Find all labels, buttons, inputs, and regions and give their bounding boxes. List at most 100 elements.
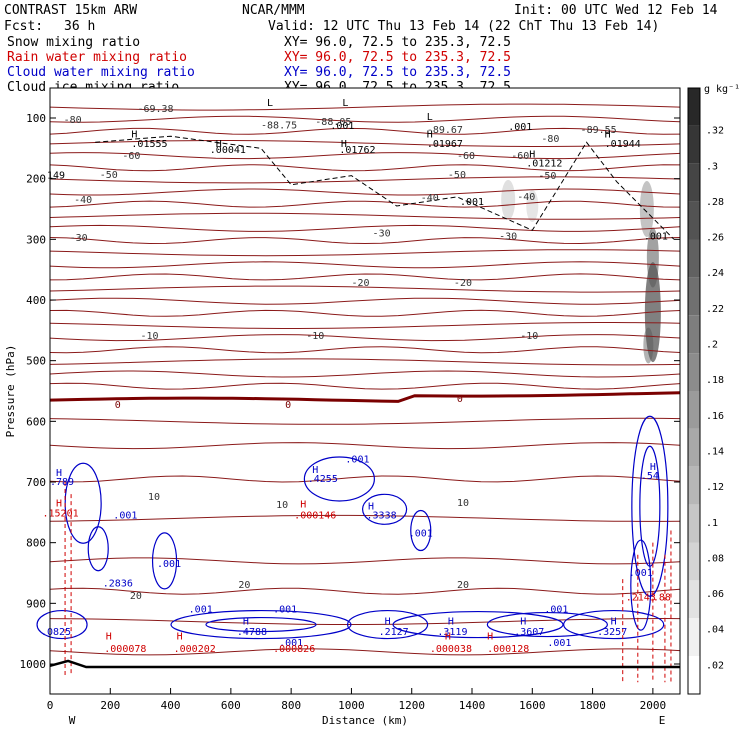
- isotherm-line: [49, 249, 681, 257]
- contour-annotation: H: [605, 129, 611, 140]
- contour-annotation: .000146: [294, 510, 336, 521]
- isotherm-label: -30: [499, 231, 517, 242]
- isotherm-label: 10: [276, 500, 288, 511]
- contour-annotation: .4788: [237, 627, 267, 638]
- contour-annotation: H: [312, 465, 318, 476]
- contour-annotation: .01212: [526, 159, 562, 170]
- isotherm-label: 20: [457, 580, 469, 591]
- isotherm-label: -50: [448, 170, 466, 181]
- colorbar-unit: g kg⁻¹: [704, 84, 740, 95]
- plot-background: [50, 88, 680, 694]
- isotherm-label: -80: [541, 134, 559, 145]
- isotherm-line: [49, 188, 681, 196]
- contour-annotation: .001: [157, 559, 181, 570]
- isotherm-line: [49, 417, 681, 425]
- y-tick-label: 200: [26, 173, 46, 186]
- freezing-level-line: [49, 391, 681, 403]
- plot-frame: [49, 87, 681, 695]
- snow-shading: [643, 327, 654, 364]
- isotherm-line: [49, 200, 681, 208]
- colorbar-cell: [688, 315, 700, 354]
- x-tick-label: 1400: [459, 699, 486, 712]
- isotherm-line: [49, 587, 681, 595]
- x-axis-title: Distance (km): [322, 714, 408, 727]
- field-xy: XY= 96.0, 72.5 to 235.3, 72.5: [284, 35, 511, 50]
- x-tick-label: 0: [47, 699, 54, 712]
- contour-annotation: H: [56, 498, 62, 509]
- y-tick-label: 1000: [20, 658, 47, 671]
- isotherm-line: [49, 322, 681, 329]
- isotherm-line: [49, 370, 681, 378]
- isotherm-line: [49, 140, 681, 147]
- contour-annotation: .000128: [487, 644, 529, 655]
- isotherm-label: -40: [421, 193, 439, 204]
- isotherm-line: [49, 309, 681, 317]
- cloud-water-contour: [87, 526, 109, 572]
- isotherm-label: -69.38: [137, 104, 173, 115]
- isotherm-line: [49, 152, 681, 160]
- model-title: CONTRAST 15km ARW: [4, 3, 137, 18]
- contour-annotation: .789: [50, 477, 74, 488]
- colorbar-cell: [688, 428, 700, 467]
- contour-annotation: H: [427, 129, 433, 140]
- colorbar-tick-label: .14: [706, 446, 724, 457]
- contour-annotation: .00041: [210, 145, 246, 156]
- contour-annotation: H: [131, 129, 137, 140]
- contour-annotation: .01944: [605, 139, 641, 150]
- x-tick-label: 200: [100, 699, 120, 712]
- cloud-water-contour: [151, 532, 178, 590]
- y-tick-label: 700: [26, 476, 46, 489]
- contour-annotation: H: [520, 617, 526, 628]
- contour-annotation: .001: [279, 638, 303, 649]
- colorbar-cell: [688, 542, 700, 581]
- field-xy: XY= 96.0, 72.5 to 235.3, 72.5: [284, 65, 511, 80]
- plot-area: -80-69.38-88.75 -88.05-89.67 -89.55-80-60-…: [4, 87, 681, 727]
- isotherm-label: -88.75: [261, 120, 297, 131]
- isotherm-label: -88.05: [315, 117, 351, 128]
- isotherm-label: 0: [115, 400, 121, 411]
- contour-annotation: .0825: [41, 627, 71, 638]
- contour-annotation: .001: [547, 638, 571, 649]
- x-tick-label: 400: [161, 699, 181, 712]
- isotherm-label: 0: [285, 400, 291, 411]
- isotherm-line: [49, 648, 681, 656]
- colorbar-tick-label: .26: [706, 233, 724, 244]
- isotherm-line: [49, 346, 681, 354]
- field-name: Cloud water mixing ratio: [7, 65, 195, 80]
- contour-annotation: H: [216, 139, 222, 150]
- colorbar-tick-label: .3: [706, 161, 718, 172]
- contour-annotation: .01762: [339, 145, 375, 156]
- colorbar-cell: [688, 163, 700, 202]
- contour-annotation: .2143: [626, 592, 656, 603]
- east-label: E: [659, 714, 666, 727]
- colorbar-cell: [688, 125, 700, 164]
- isotherm-label: -20: [351, 278, 369, 289]
- y-tick-label: 900: [26, 597, 46, 610]
- isotherm-line: [49, 358, 681, 366]
- colorbar-tick-label: .12: [706, 482, 724, 493]
- y-tick-label: 500: [26, 355, 46, 368]
- isotherm-line: [49, 212, 681, 220]
- contour-annotation: .001: [544, 604, 568, 615]
- y-tick-label: 300: [26, 233, 46, 246]
- colorbar-cell: [688, 580, 700, 619]
- isotherm-line: [49, 237, 681, 245]
- isotherm-label: -20: [454, 278, 472, 289]
- isotherm-line: [49, 273, 681, 281]
- contour-annotation: .001: [273, 604, 297, 615]
- colorbar-cell: [688, 277, 700, 316]
- colorbar-tick-label: .08: [706, 553, 724, 564]
- isotherm-label: -30: [373, 228, 391, 239]
- x-tick-label: 1000: [338, 699, 365, 712]
- field-legend: Snow mixing ratio XY= 96.0, 72.5 to 235.3…: [7, 35, 511, 95]
- colorbar-cell: [688, 656, 700, 694]
- x-tick-label: 2000: [640, 699, 667, 712]
- colorbar-cell: [688, 391, 700, 429]
- contour-annotation: .3119: [437, 627, 467, 638]
- contour-annotation: H: [385, 617, 391, 628]
- y-tick-label: 100: [26, 112, 46, 125]
- isotherm-label: -40: [74, 195, 92, 206]
- isotherm-line: [49, 334, 681, 342]
- cloud-water-contour: [392, 610, 564, 639]
- colorbar-tick-label: .2: [706, 340, 718, 351]
